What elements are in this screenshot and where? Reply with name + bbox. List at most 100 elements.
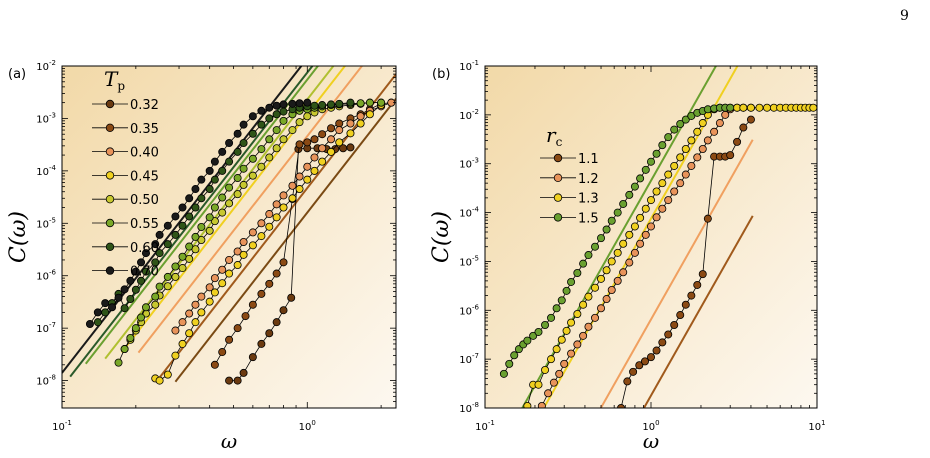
data-point [295,185,304,194]
data-point [809,103,817,112]
fit-line-0.45 [120,66,347,354]
data-point [197,222,206,231]
data-point [257,289,266,298]
data-point [567,318,576,327]
legend-entry: 1.1 [578,152,599,167]
y-axis-label: C(ω) [429,211,454,263]
y-tick-label: 10-2 [459,108,479,122]
data-point [641,204,650,213]
data-point [641,165,650,174]
data-point [248,171,257,180]
data-point [120,304,129,313]
data-point [327,135,336,144]
data-point [613,208,622,217]
page-number: 9 [900,8,909,24]
data-point [647,353,656,362]
data-point [573,340,582,349]
data-point [636,213,645,222]
data-point [346,98,355,107]
data-point [191,232,200,241]
data-point [197,308,206,317]
data-point [279,306,288,315]
data-point [318,130,327,139]
data-point [303,162,312,171]
fit-line-1.5 [521,66,718,408]
data-point [185,254,194,263]
data-point [567,349,576,358]
data-point [710,127,719,136]
data-point [137,313,146,322]
legend-entry: 0.50 [130,193,159,208]
data-point [141,267,150,276]
data-point [265,210,274,219]
data-point [584,292,593,301]
data-point [272,110,281,119]
data-point [335,126,344,135]
data-point [318,101,327,110]
data-point [534,380,543,389]
data-point [636,174,645,183]
data-point [265,153,274,162]
y-tick-label: 10-6 [36,269,56,283]
data-point [365,110,374,119]
data-point [241,312,250,321]
legend-title: Tp [104,67,125,93]
data-point [310,135,319,144]
data-point [120,285,129,294]
y-tick-label: 10-7 [36,321,56,335]
data-point [225,199,234,208]
data-point [523,401,532,408]
series-line-0.35 [214,102,392,365]
data-point [356,119,365,128]
data-point [141,249,150,258]
data-point [681,170,690,179]
data-point [560,359,569,368]
data-point [248,300,257,309]
y-tick-label: 10-3 [36,111,56,125]
data-point [356,112,365,121]
legend-marker [105,266,115,275]
data-point [715,119,724,128]
data-point [295,99,304,108]
y-tick-label: 10-4 [36,164,56,178]
series-line-0.40 [175,102,392,331]
legend-title: rc [546,123,563,149]
data-point [625,258,634,267]
data-point [562,326,571,335]
data-point [279,203,288,212]
data-point [562,286,571,295]
data-point [218,166,227,175]
data-point [537,401,546,408]
fit-line-1.1 [642,215,754,408]
data-point [218,147,227,156]
data-point [318,157,327,166]
data-point [171,230,180,239]
data-point [210,360,219,369]
data-point [205,213,214,222]
data-point [647,222,656,231]
data-point [265,114,274,123]
plot-area [62,66,396,385]
data-point [233,190,242,199]
data-point [619,268,628,277]
data-point [670,125,679,134]
data-point [272,101,281,110]
data-point [248,154,257,163]
data-point [346,143,355,152]
legend-marker [105,123,115,132]
data-point [529,331,538,340]
data-point [279,258,288,267]
legend-marker [105,147,115,156]
data-point [630,222,639,231]
data-point [303,138,312,147]
data-point [327,124,336,133]
panel-a: 10-1 100 10-8 10-7 10-6 10-5 10-4 10-3 10-2 (a) ω C… [6,59,397,453]
y-tick-label: 10-6 [459,303,479,317]
data-point [225,183,234,192]
data-point [579,300,588,309]
legend-marker [105,171,115,180]
data-point [625,230,634,239]
data-point [218,193,227,202]
legend-marker [553,213,563,222]
data-point [279,107,288,116]
